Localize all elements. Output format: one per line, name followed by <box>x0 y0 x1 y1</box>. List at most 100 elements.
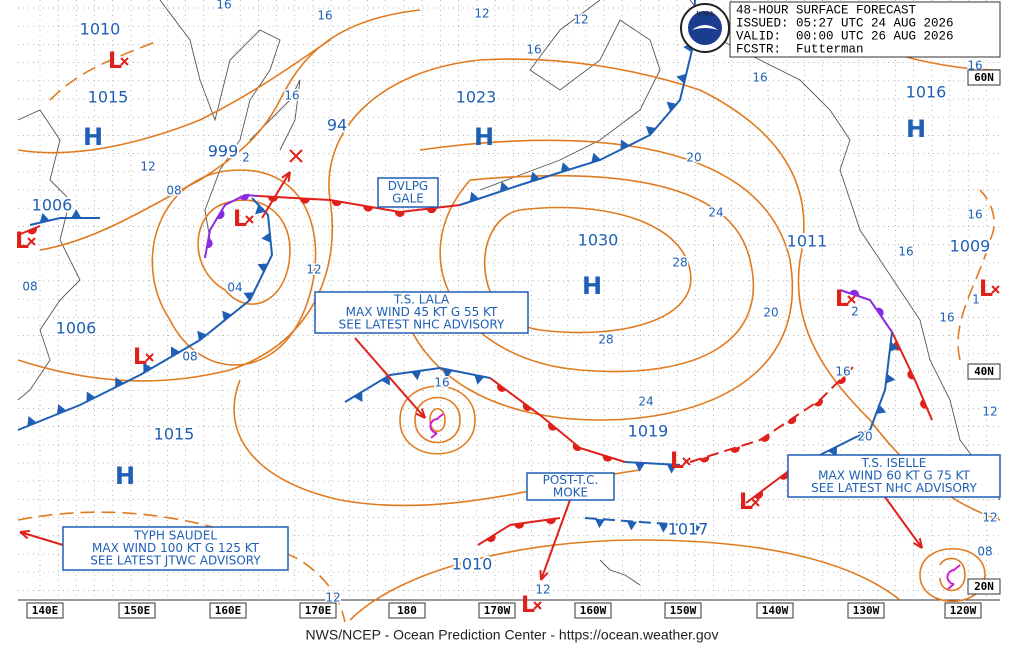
isobar <box>957 189 995 361</box>
longitude-label: 160E <box>215 604 242 617</box>
pressure-center-letter: H <box>474 123 494 151</box>
isobar-label: 16 <box>526 43 541 57</box>
front-symbol <box>545 518 556 525</box>
isobar-label: 08 <box>977 545 992 559</box>
longitude-label: 120W <box>950 604 977 617</box>
isobar <box>399 385 476 455</box>
pressure-center-letter: L <box>108 49 122 74</box>
front-line <box>489 377 626 463</box>
front-symbol <box>394 211 405 217</box>
coastline <box>599 559 641 586</box>
motion-arrow <box>540 499 571 581</box>
front-symbol <box>469 191 479 202</box>
front-symbol <box>411 370 422 381</box>
front-symbol <box>197 330 207 341</box>
front-symbol <box>474 374 485 385</box>
longitude-label: 160W <box>580 604 607 617</box>
label-box <box>967 363 1001 380</box>
front-symbol <box>837 375 846 385</box>
logo-bird <box>692 25 718 30</box>
isobar-label: 24 <box>638 395 653 409</box>
label-box <box>664 602 702 619</box>
front-symbol <box>889 341 900 352</box>
header-line: FCSTR: Futterman <box>736 42 864 56</box>
coastline <box>479 0 661 191</box>
front-symbol <box>261 232 271 243</box>
pressure-label: 1016 <box>906 83 947 102</box>
center-marker <box>245 215 254 224</box>
advisory-text: MAX WIND 45 KT G 55 KT <box>346 305 498 319</box>
center-marker <box>27 237 36 246</box>
front-symbol <box>27 227 37 235</box>
front-symbol <box>486 534 496 543</box>
advisory-box <box>377 177 439 208</box>
front-symbol <box>699 456 710 463</box>
pressure-center-letter: H <box>83 123 103 151</box>
isobar-label: 16 <box>317 9 332 23</box>
front-symbol <box>920 399 928 409</box>
advisory-text: SEE LATEST JTWC ADVISORY <box>90 554 261 568</box>
front-symbol <box>115 377 124 388</box>
isobar-label: 08 <box>166 184 181 198</box>
forecast-position <box>289 149 303 163</box>
isobar-label: 24 <box>708 206 723 220</box>
pressure-center-letter: L <box>15 229 29 254</box>
isobar <box>17 39 331 154</box>
front-line <box>204 193 259 259</box>
front-symbol <box>206 238 213 249</box>
isobar-label: 16 <box>284 89 299 103</box>
isobar-label: 12 <box>982 511 997 525</box>
front-symbol <box>522 402 532 411</box>
pressure-label: 1006 <box>56 319 97 338</box>
front-symbol <box>620 139 630 150</box>
front-symbol <box>626 521 637 531</box>
longitude-label: 140W <box>762 604 789 617</box>
front-symbol <box>71 209 82 218</box>
front-symbol <box>363 205 374 212</box>
isobar-label: 16 <box>967 208 982 222</box>
front-symbol <box>885 373 896 384</box>
latitude-label: 20N <box>974 580 994 593</box>
longitude-label: 140E <box>32 604 59 617</box>
front-symbol <box>754 491 763 500</box>
coastline <box>159 0 281 241</box>
isobar-label: 16 <box>898 245 913 259</box>
pressure-center-letter: L <box>979 277 993 302</box>
advisory-text: MAX WIND 100 KT G 125 KT <box>92 541 260 555</box>
front-symbol <box>514 523 525 529</box>
longitude-label: 130W <box>853 604 880 617</box>
center-marker <box>751 498 760 507</box>
arrow-head <box>19 529 31 540</box>
isobar-label: 20 <box>686 151 701 165</box>
front-symbol <box>331 200 342 207</box>
front-symbol <box>86 391 96 402</box>
front-symbol <box>547 422 557 431</box>
advisory-box <box>314 291 529 334</box>
advisory-box <box>787 454 1001 498</box>
front-symbol <box>56 404 67 415</box>
label-box <box>388 602 426 619</box>
pressure-center-letter: L <box>133 345 147 370</box>
front-symbol <box>560 162 571 173</box>
label-box <box>847 602 885 619</box>
pressure-label: 1010 <box>452 555 493 574</box>
front-symbol <box>39 212 50 223</box>
isobar-label: 16 <box>835 365 850 379</box>
arrow-head <box>539 569 549 581</box>
center-marker <box>991 285 1000 294</box>
advisory-text: MAX WIND 60 KT G 75 KT <box>818 469 970 483</box>
isobar-label: 12 <box>982 405 997 419</box>
label-box <box>299 602 337 619</box>
longitude-label: 150W <box>670 604 697 617</box>
front-symbol <box>594 518 605 529</box>
pressure-label: 1030 <box>578 231 619 250</box>
front-symbol <box>813 398 823 407</box>
advisory-box <box>526 472 615 501</box>
front-symbol <box>299 198 310 204</box>
isobar-label: 1 <box>972 293 980 307</box>
longitude-label: 180 <box>397 604 417 617</box>
front-symbol <box>828 446 838 457</box>
center-marker <box>145 353 154 362</box>
motion-arrow <box>261 171 291 219</box>
center-marker <box>533 601 542 610</box>
